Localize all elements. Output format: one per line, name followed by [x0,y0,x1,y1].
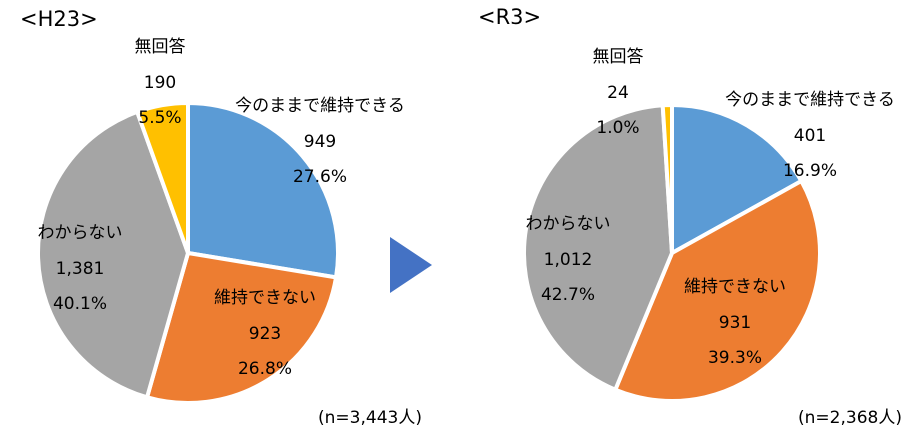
count-label: 24 [607,83,629,103]
chart-title: <H23> [20,7,98,31]
pie-slice [660,102,674,254]
count-label: 1,012 [544,250,593,270]
note: (n=2,368人) [798,408,902,428]
count-label: 949 [304,132,336,152]
count-label: 923 [249,324,281,344]
slice-label: 今のままで維持できる [725,90,895,110]
pie-slice [144,250,339,405]
arrow [390,237,432,293]
pie-slice [522,103,675,393]
percent-label: 39.3% [708,348,762,368]
percent-label: 5.5% [138,108,181,128]
pie-slice [134,100,190,254]
slice-label: わからない [526,214,611,234]
slice-label: 維持できない [684,277,786,297]
count-label: 401 [794,126,826,146]
count-label: 931 [719,313,751,333]
count-label: 190 [144,73,176,93]
percent-label: 42.7% [541,285,595,305]
percent-label: 1.0% [596,118,639,138]
chart-title: <R3> [478,5,541,29]
percent-label: 26.8% [238,359,292,379]
pie-slice [186,100,340,280]
note: (n=3,443人) [318,408,422,428]
pie-slice [612,178,822,403]
percent-label: 40.1% [53,294,107,314]
slice-label: 無回答 [593,47,644,67]
percent-label: 16.9% [783,161,837,181]
pie-slice [36,109,191,400]
pie-slice [670,102,805,257]
percent-label: 27.6% [293,167,347,187]
count-label: 1,381 [56,259,105,279]
slice-label: 無回答 [135,37,186,57]
slice-label: 今のままで維持できる [235,96,405,116]
slice-label: わからない [38,223,123,243]
slice-label: 維持できない [214,288,316,308]
